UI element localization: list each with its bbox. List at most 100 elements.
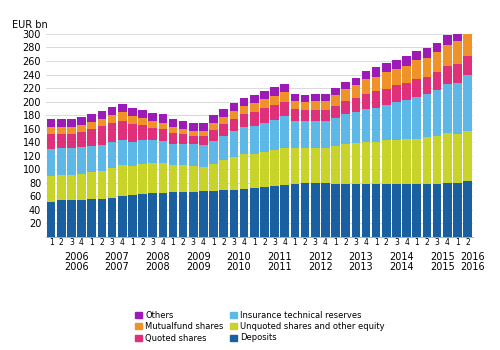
Bar [57, 175, 66, 201]
Bar [67, 127, 76, 134]
Bar [230, 103, 238, 111]
Bar [311, 101, 320, 110]
Bar [138, 110, 147, 118]
Bar [199, 136, 208, 145]
Bar [67, 134, 76, 148]
Bar [290, 109, 299, 121]
Bar [240, 127, 248, 154]
Bar [210, 191, 218, 237]
Bar [138, 125, 147, 140]
Bar [118, 140, 126, 165]
Bar [342, 89, 350, 101]
Bar [210, 115, 218, 123]
Bar [230, 157, 238, 190]
Bar [412, 60, 421, 79]
Bar [108, 123, 116, 142]
Text: 2010: 2010 [226, 262, 252, 272]
Bar [260, 91, 268, 99]
Bar [382, 89, 390, 105]
Bar [240, 98, 248, 106]
Bar [108, 142, 116, 168]
Bar [158, 163, 167, 193]
Text: 2007: 2007 [104, 252, 130, 262]
Bar [148, 128, 157, 140]
Bar [392, 69, 401, 85]
Bar [300, 148, 310, 183]
Bar [382, 140, 390, 183]
Bar [57, 134, 66, 148]
Bar [199, 122, 208, 131]
Bar [464, 131, 472, 182]
Bar [352, 143, 360, 183]
Text: 2016: 2016 [460, 252, 485, 262]
Bar [179, 165, 188, 192]
Bar [402, 183, 411, 237]
Bar [464, 56, 472, 75]
Bar [464, 182, 472, 237]
Bar [77, 125, 86, 132]
Bar [331, 146, 340, 183]
Bar [412, 79, 421, 97]
Bar [422, 183, 432, 237]
Bar [311, 110, 320, 120]
Bar [300, 183, 310, 237]
Bar [392, 140, 401, 183]
Bar [402, 83, 411, 99]
Bar [290, 94, 299, 101]
Bar [138, 118, 147, 125]
Bar [362, 94, 370, 109]
Bar [220, 190, 228, 237]
Bar [280, 102, 289, 117]
Bar [372, 183, 380, 237]
Bar [260, 99, 268, 108]
Bar [412, 51, 421, 60]
Bar [464, 32, 472, 56]
Bar [331, 183, 340, 237]
Bar [280, 117, 289, 148]
Text: 2008: 2008 [146, 252, 170, 262]
Bar [230, 190, 238, 237]
Bar [47, 202, 56, 237]
Bar [362, 109, 370, 141]
Text: 2013: 2013 [348, 262, 373, 272]
Bar [148, 193, 157, 237]
Bar [118, 165, 126, 196]
Bar [148, 121, 157, 128]
Bar [47, 134, 56, 149]
Bar [168, 127, 177, 133]
Bar [392, 183, 401, 237]
Bar [453, 64, 462, 83]
Bar [352, 78, 360, 85]
Bar [240, 106, 248, 114]
Bar [443, 183, 452, 237]
Bar [230, 119, 238, 131]
Bar [453, 183, 462, 237]
Bar [128, 124, 136, 141]
Bar [433, 183, 442, 237]
Bar [240, 154, 248, 189]
Bar [382, 105, 390, 140]
Text: 2011: 2011 [268, 252, 292, 262]
Bar [168, 119, 177, 127]
Bar [77, 132, 86, 147]
Bar [250, 188, 258, 237]
Bar [118, 112, 126, 120]
Bar [168, 133, 177, 144]
Bar [168, 192, 177, 237]
Bar [98, 199, 106, 237]
Bar [453, 30, 462, 41]
Bar [250, 103, 258, 112]
Bar [260, 108, 268, 123]
Bar [77, 147, 86, 174]
Bar [98, 119, 106, 126]
Text: 2012: 2012 [308, 252, 332, 262]
Bar [311, 148, 320, 183]
Bar [372, 77, 380, 91]
Bar [118, 120, 126, 140]
Bar [220, 124, 228, 136]
Bar [98, 111, 106, 119]
Bar [210, 141, 218, 164]
Text: 2009: 2009 [186, 262, 210, 272]
Bar [300, 95, 310, 102]
Bar [290, 148, 299, 183]
